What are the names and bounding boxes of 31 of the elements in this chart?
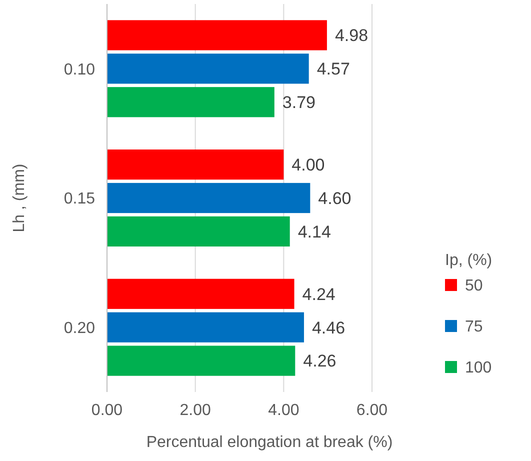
x-axis-title: Percentual elongation at break (%) — [146, 434, 393, 451]
x-tick-label: 6.00 — [356, 402, 388, 419]
x-tick-label: 2.00 — [180, 402, 212, 419]
legend-label: 100 — [465, 360, 492, 377]
bar — [107, 54, 309, 84]
data-label: 4.57 — [316, 60, 350, 79]
data-label: 4.14 — [298, 222, 331, 242]
y-tick-label: 0.15 — [64, 190, 96, 208]
y-axis-title: Lh , (mm) — [11, 164, 28, 232]
x-tick-label: 4.00 — [268, 402, 300, 419]
data-label: 4.46 — [312, 318, 346, 338]
bar — [107, 87, 274, 118]
bar — [107, 312, 304, 342]
data-label: 4.26 — [303, 352, 336, 371]
data-label: 4.00 — [292, 156, 325, 174]
data-label: 4.24 — [302, 284, 336, 304]
bar — [107, 182, 310, 214]
data-label: 4.60 — [318, 188, 352, 208]
legend-label: 50 — [465, 278, 483, 295]
bar — [107, 216, 290, 246]
bar — [107, 278, 294, 309]
y-tick-label: 0.20 — [64, 320, 96, 337]
bar — [107, 346, 296, 376]
bar — [107, 20, 327, 50]
y-tick-label: 0.10 — [64, 61, 96, 78]
data-label: 4.98 — [334, 26, 368, 46]
data-label: 3.79 — [282, 93, 316, 112]
bar — [107, 150, 284, 180]
legend-label: 75 — [465, 318, 483, 336]
x-tick-label: 0.00 — [91, 402, 123, 419]
legend-title: Ip, (%) — [445, 252, 492, 269]
